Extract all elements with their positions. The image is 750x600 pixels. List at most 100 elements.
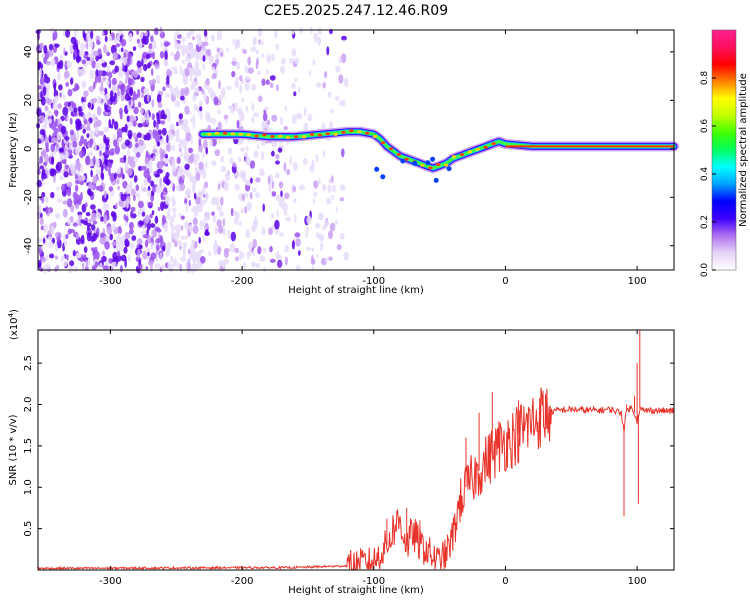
noise-blob	[70, 165, 76, 176]
noise-blob	[57, 103, 62, 110]
noise-blob	[318, 178, 321, 184]
noise-blob	[118, 69, 124, 78]
noise-blob	[129, 160, 136, 168]
noise-blob	[124, 161, 129, 166]
noise-blob	[250, 46, 257, 52]
noise-blob	[108, 257, 113, 264]
noise-blob	[104, 149, 111, 156]
ridge-peak	[459, 153, 465, 156]
noise-blob	[135, 184, 140, 191]
noise-blob	[222, 218, 226, 227]
noise-blob	[86, 232, 92, 242]
noise-blob	[91, 224, 96, 231]
noise-blob	[335, 65, 341, 73]
noise-blob	[106, 65, 111, 73]
noise-blob	[275, 250, 280, 260]
noise-blob	[54, 212, 61, 219]
noise-blob	[312, 59, 316, 66]
noise-blob	[54, 255, 59, 260]
noise-blob	[205, 54, 210, 61]
noise-blob	[109, 95, 116, 103]
noise-blob	[59, 169, 65, 174]
noise-blob	[295, 238, 301, 247]
noise-blob	[151, 43, 158, 50]
noise-blob	[163, 222, 168, 233]
y-tick-label: 2.5	[23, 355, 34, 371]
noise-blob	[241, 97, 245, 103]
noise-blob	[142, 186, 148, 193]
noise-blob	[136, 132, 142, 139]
noise-blob	[171, 196, 176, 203]
noise-blob	[304, 232, 309, 238]
noise-blob	[112, 212, 117, 222]
noise-blob	[296, 112, 303, 119]
noise-blob	[195, 54, 199, 61]
noise-blob	[184, 235, 188, 240]
noise-blob	[148, 79, 155, 86]
noise-blob	[194, 77, 197, 83]
noise-blob	[100, 80, 104, 88]
noise-blob	[240, 147, 246, 152]
noise-blob	[111, 241, 117, 246]
noise-blob	[219, 211, 225, 217]
snr-y-label: SNR (10 * v/v)	[8, 414, 19, 485]
noise-blob	[77, 175, 83, 182]
noise-blob	[111, 223, 116, 231]
noise-blob	[66, 254, 69, 261]
noise-blob	[144, 31, 148, 36]
noise-blob	[124, 238, 130, 248]
noise-blob	[197, 37, 203, 47]
noise-blob	[48, 118, 53, 124]
noise-blob	[75, 162, 81, 170]
noise-blob	[88, 218, 93, 223]
noise-blob	[147, 201, 154, 206]
noise-blob	[251, 102, 255, 112]
noise-blob	[229, 157, 234, 164]
noise-blob	[100, 164, 104, 173]
noise-blob	[120, 47, 124, 52]
noise-blob	[66, 198, 73, 208]
noise-blob	[339, 232, 345, 240]
x-tick-label: -100	[362, 276, 385, 287]
noise-blob	[140, 184, 144, 194]
ridge-peak	[214, 131, 220, 135]
noise-blob	[189, 75, 193, 82]
noise-blob	[252, 249, 255, 257]
noise-blob	[223, 114, 229, 120]
noise-blob	[285, 216, 292, 222]
noise-blob	[144, 157, 150, 165]
noise-blob	[73, 112, 78, 117]
noise-blob	[181, 235, 185, 240]
spectrogram-y-ticks: -40 -20 0 20 40	[23, 45, 674, 254]
noise-blob	[82, 175, 86, 181]
noise-blob	[146, 228, 149, 236]
noise-blob	[269, 82, 274, 89]
noise-blob	[62, 94, 66, 100]
noise-blob	[190, 244, 195, 255]
noise-blob	[116, 90, 121, 96]
noise-blob	[252, 238, 257, 249]
noise-blob	[62, 158, 67, 165]
noise-blob	[75, 252, 82, 259]
noise-blob	[79, 163, 83, 173]
ridge-peak	[333, 132, 338, 136]
noise-blob	[59, 92, 62, 98]
noise-blob	[159, 51, 165, 59]
noise-blob	[180, 95, 185, 101]
noise-blob	[202, 151, 205, 159]
noise-blob	[234, 102, 238, 111]
noise-blob	[252, 219, 258, 229]
noise-blob	[303, 106, 307, 117]
noise-blob	[249, 160, 256, 169]
noise-blob	[111, 261, 117, 267]
noise-blob	[238, 250, 242, 261]
noise-blob	[102, 142, 106, 151]
noise-blob	[40, 212, 43, 219]
noise-blob	[246, 251, 250, 260]
noise-blob	[86, 222, 92, 227]
noise-blob	[108, 118, 112, 129]
ridge-peak	[222, 131, 228, 135]
noise-blob	[339, 184, 346, 191]
noise-blob	[145, 53, 151, 60]
ridge-peak	[349, 129, 354, 133]
